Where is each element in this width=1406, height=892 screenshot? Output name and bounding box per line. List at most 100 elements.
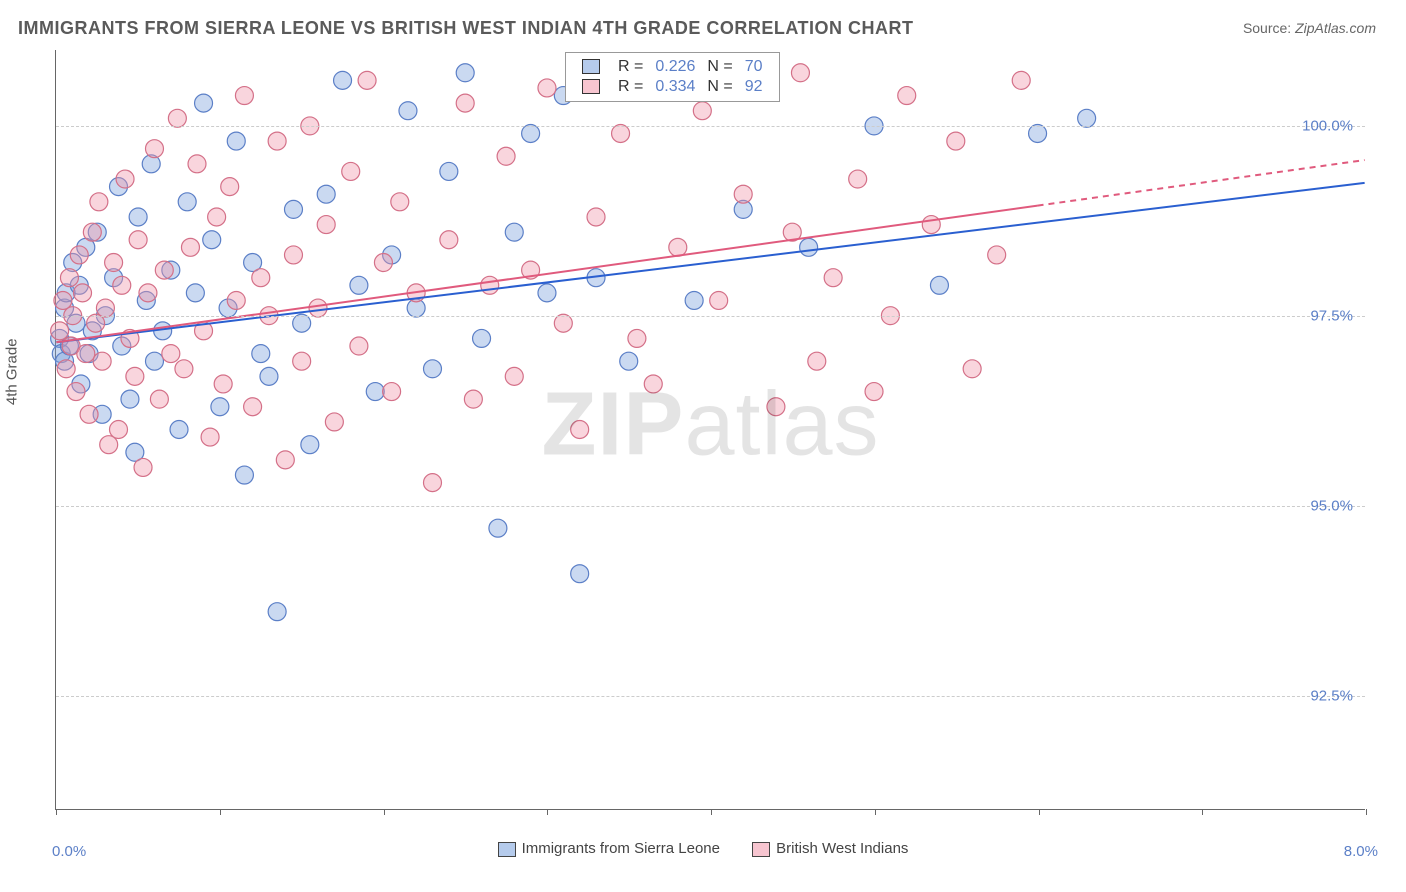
- x-tick: [711, 809, 712, 815]
- scatter-point-sierra_leone: [268, 603, 286, 621]
- scatter-point-british_west_indian: [51, 322, 69, 340]
- scatter-point-british_west_indian: [150, 390, 168, 408]
- gridline: [56, 696, 1365, 697]
- legend-item-pink: British West Indians: [752, 840, 908, 857]
- scatter-point-sierra_leone: [211, 398, 229, 416]
- scatter-point-british_west_indian: [268, 132, 286, 150]
- scatter-point-british_west_indian: [145, 140, 163, 158]
- scatter-point-sierra_leone: [260, 367, 278, 385]
- scatter-point-british_west_indian: [767, 398, 785, 416]
- scatter-point-british_west_indian: [342, 162, 360, 180]
- correlation-legend-table: R = 0.226 N = 70 R = 0.334 N = 92: [576, 57, 769, 97]
- scatter-point-british_west_indian: [116, 170, 134, 188]
- x-tick: [1366, 809, 1367, 815]
- x-tick: [875, 809, 876, 815]
- scatter-point-british_west_indian: [201, 428, 219, 446]
- scatter-point-british_west_indian: [110, 421, 128, 439]
- y-tick-label: 100.0%: [1302, 118, 1353, 135]
- swatch-blue-icon: [498, 842, 516, 857]
- y-tick-label: 95.0%: [1310, 498, 1353, 515]
- scatter-point-british_west_indian: [669, 238, 687, 256]
- scatter-point-british_west_indian: [74, 284, 92, 302]
- scatter-point-sierra_leone: [235, 466, 253, 484]
- scatter-point-british_west_indian: [175, 360, 193, 378]
- y-tick-label: 92.5%: [1310, 688, 1353, 705]
- y-axis-title: 4th Grade: [4, 338, 21, 405]
- scatter-point-british_west_indian: [464, 390, 482, 408]
- scatter-point-british_west_indian: [235, 87, 253, 105]
- scatter-point-sierra_leone: [227, 132, 245, 150]
- x-tick: [56, 809, 57, 815]
- chart-container: IMMIGRANTS FROM SIERRA LEONE VS BRITISH …: [0, 0, 1406, 892]
- y-tick-label: 97.5%: [1310, 308, 1353, 325]
- source-attribution: Source: ZipAtlas.com: [1243, 20, 1376, 36]
- scatter-point-british_west_indian: [221, 178, 239, 196]
- scatter-point-british_west_indian: [988, 246, 1006, 264]
- scatter-point-british_west_indian: [350, 337, 368, 355]
- gridline: [56, 316, 1365, 317]
- corr-row-pink: R = 0.334 N = 92: [576, 77, 769, 97]
- scatter-point-sierra_leone: [685, 291, 703, 309]
- scatter-point-sierra_leone: [252, 345, 270, 363]
- scatter-point-british_west_indian: [374, 254, 392, 272]
- scatter-point-sierra_leone: [1078, 109, 1096, 127]
- scatter-point-british_west_indian: [791, 64, 809, 82]
- scatter-point-sierra_leone: [366, 383, 384, 401]
- source-value: ZipAtlas.com: [1295, 20, 1376, 36]
- scatter-point-british_west_indian: [60, 269, 78, 287]
- scatter-point-british_west_indian: [284, 246, 302, 264]
- scatter-point-british_west_indian: [139, 284, 157, 302]
- scatter-point-british_west_indian: [134, 458, 152, 476]
- r-value-blue: 0.226: [649, 57, 701, 77]
- gridline: [56, 126, 1365, 127]
- scatter-point-british_west_indian: [93, 352, 111, 370]
- scatter-point-british_west_indian: [947, 132, 965, 150]
- scatter-point-british_west_indian: [849, 170, 867, 188]
- scatter-point-british_west_indian: [129, 231, 147, 249]
- scatter-point-british_west_indian: [317, 216, 335, 234]
- scatter-point-sierra_leone: [399, 102, 417, 120]
- scatter-point-british_west_indian: [293, 352, 311, 370]
- scatter-point-british_west_indian: [391, 193, 409, 211]
- scatter-point-sierra_leone: [350, 276, 368, 294]
- scatter-point-british_west_indian: [67, 383, 85, 401]
- scatter-point-sierra_leone: [620, 352, 638, 370]
- scatter-point-british_west_indian: [96, 299, 114, 317]
- scatter-point-sierra_leone: [473, 329, 491, 347]
- scatter-point-british_west_indian: [162, 345, 180, 363]
- scatter-point-sierra_leone: [170, 421, 188, 439]
- gridline: [56, 506, 1365, 507]
- scatter-point-british_west_indian: [898, 87, 916, 105]
- x-tick: [220, 809, 221, 815]
- swatch-blue-icon: [582, 59, 600, 74]
- scatter-point-british_west_indian: [80, 405, 98, 423]
- scatter-point-british_west_indian: [505, 367, 523, 385]
- r-label: R =: [612, 57, 649, 77]
- scatter-point-british_west_indian: [1012, 71, 1030, 89]
- x-tick: [1202, 809, 1203, 815]
- scatter-point-british_west_indian: [456, 94, 474, 112]
- scatter-point-british_west_indian: [168, 109, 186, 127]
- x-tick: [1039, 809, 1040, 815]
- n-value-blue: 70: [739, 57, 769, 77]
- chart-title: IMMIGRANTS FROM SIERRA LEONE VS BRITISH …: [18, 18, 914, 39]
- n-value-pink: 92: [739, 77, 769, 97]
- scatter-point-sierra_leone: [317, 185, 335, 203]
- scatter-point-british_west_indian: [57, 360, 75, 378]
- scatter-point-british_west_indian: [126, 367, 144, 385]
- scatter-point-british_west_indian: [440, 231, 458, 249]
- scatter-point-british_west_indian: [208, 208, 226, 226]
- n-label: N =: [701, 77, 738, 97]
- scatter-point-sierra_leone: [424, 360, 442, 378]
- scatter-point-sierra_leone: [456, 64, 474, 82]
- regression-line-british_west_indian-extrapolated: [1038, 160, 1365, 206]
- scatter-point-sierra_leone: [538, 284, 556, 302]
- scatter-point-sierra_leone: [334, 71, 352, 89]
- scatter-point-sierra_leone: [195, 94, 213, 112]
- scatter-point-british_west_indian: [227, 291, 245, 309]
- scatter-point-british_west_indian: [214, 375, 232, 393]
- scatter-point-sierra_leone: [489, 519, 507, 537]
- scatter-point-british_west_indian: [963, 360, 981, 378]
- scatter-point-british_west_indian: [309, 299, 327, 317]
- scatter-point-british_west_indian: [358, 71, 376, 89]
